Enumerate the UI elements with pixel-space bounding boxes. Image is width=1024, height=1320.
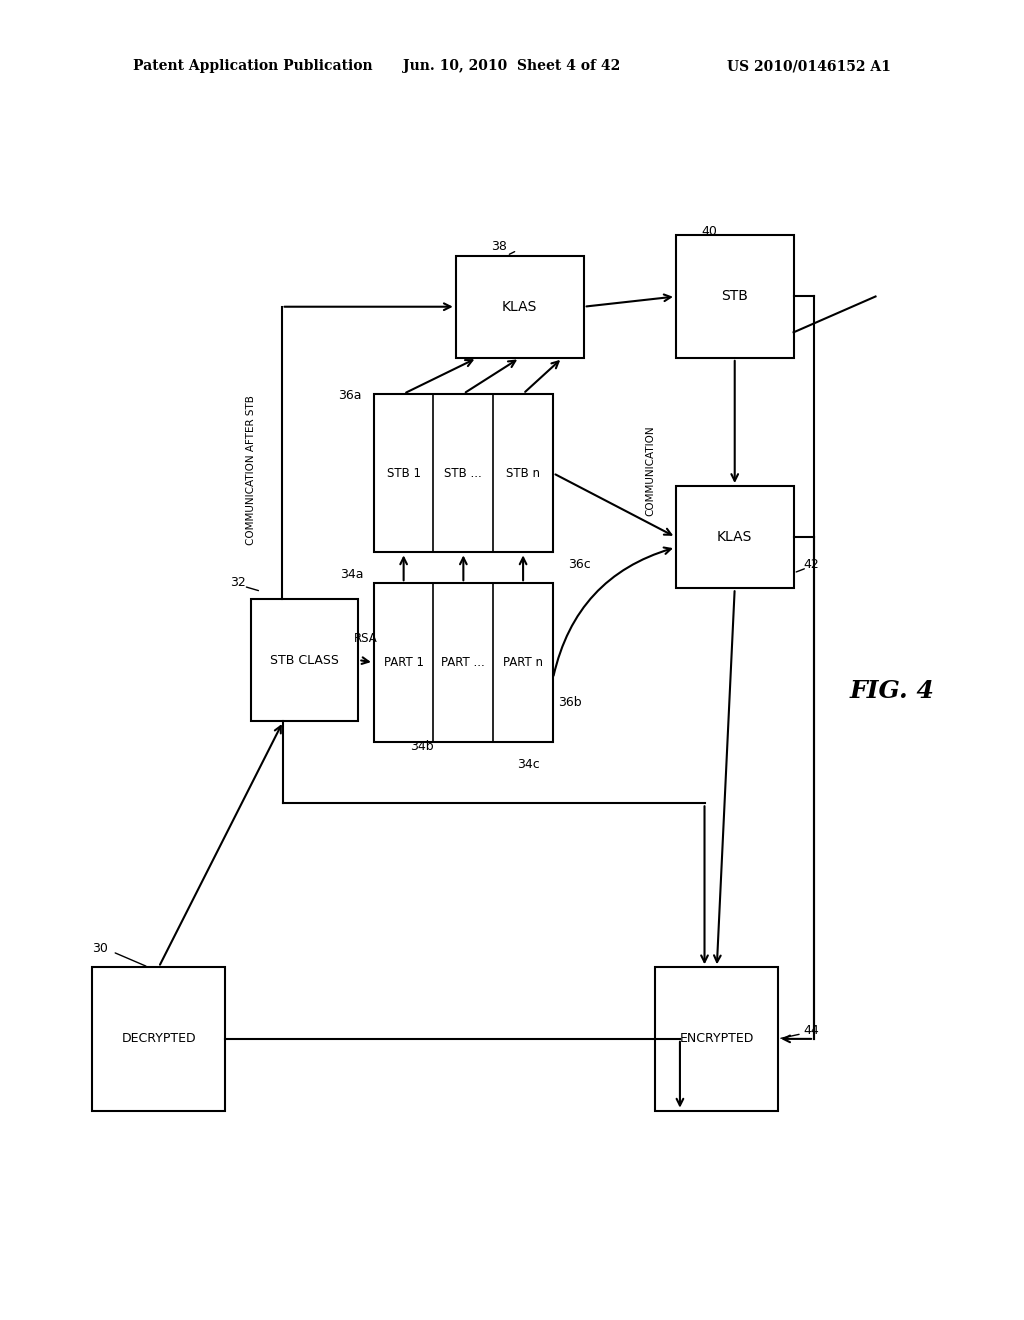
FancyBboxPatch shape [456,256,584,358]
Text: STB 1: STB 1 [387,467,421,479]
Text: STB ...: STB ... [444,467,482,479]
Text: US 2010/0146152 A1: US 2010/0146152 A1 [727,59,891,74]
Text: STB CLASS: STB CLASS [270,653,339,667]
Text: PART ...: PART ... [441,656,485,669]
Text: RSA: RSA [354,632,378,644]
Text: STB: STB [721,289,749,304]
FancyBboxPatch shape [676,235,794,358]
Text: 38: 38 [492,240,508,253]
Text: 34a: 34a [340,568,364,581]
FancyBboxPatch shape [251,598,358,722]
Text: 34b: 34b [410,741,433,754]
Text: DECRYPTED: DECRYPTED [122,1032,196,1045]
Text: 32: 32 [230,577,246,589]
Text: Jun. 10, 2010  Sheet 4 of 42: Jun. 10, 2010 Sheet 4 of 42 [403,59,621,74]
Text: STB n: STB n [506,467,540,479]
FancyBboxPatch shape [92,968,225,1110]
Text: ENCRYPTED: ENCRYPTED [680,1032,754,1045]
FancyBboxPatch shape [655,968,778,1110]
Text: KLAS: KLAS [717,531,753,544]
Text: 36b: 36b [558,696,582,709]
Text: KLAS: KLAS [502,300,538,314]
Text: PART n: PART n [503,656,543,669]
Text: COMMUNICATION: COMMUNICATION [645,425,655,516]
FancyBboxPatch shape [676,486,794,589]
Text: 30: 30 [92,942,109,954]
FancyBboxPatch shape [374,393,553,553]
Text: 36a: 36a [338,389,361,401]
Text: PART 1: PART 1 [384,656,424,669]
Text: 40: 40 [701,224,718,238]
Text: COMMUNICATION AFTER STB: COMMUNICATION AFTER STB [246,396,256,545]
Text: 34c: 34c [517,758,540,771]
Text: 44: 44 [804,1024,819,1036]
Text: 36c: 36c [568,558,591,570]
Text: Patent Application Publication: Patent Application Publication [133,59,373,74]
FancyBboxPatch shape [374,583,553,742]
Text: FIG. 4: FIG. 4 [850,678,935,702]
Text: 42: 42 [804,558,819,570]
